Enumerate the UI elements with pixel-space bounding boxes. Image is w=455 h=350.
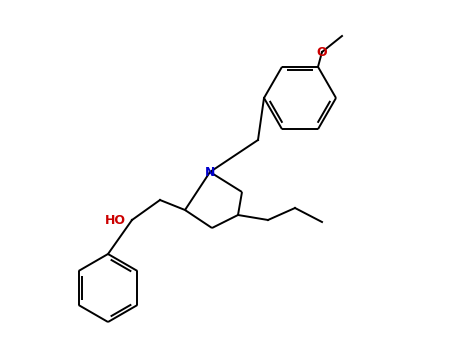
Text: O: O <box>317 46 327 58</box>
Text: HO: HO <box>105 214 126 226</box>
Text: N: N <box>205 166 215 178</box>
